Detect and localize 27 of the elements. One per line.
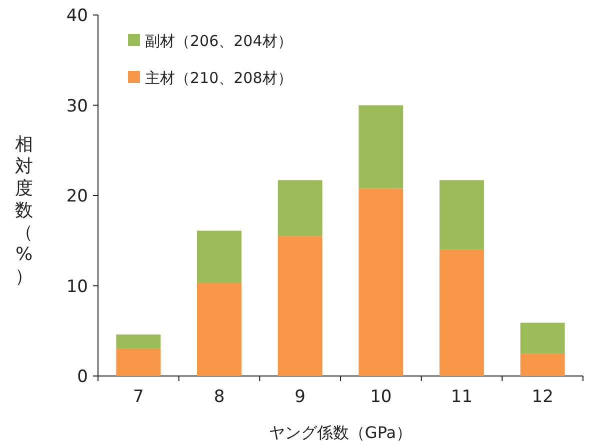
bar bbox=[278, 180, 322, 236]
x-tick-label: 12 bbox=[532, 387, 554, 407]
bar bbox=[440, 180, 484, 250]
legend-label: 主材（210、208材） bbox=[145, 69, 292, 87]
bar bbox=[520, 322, 565, 354]
bar bbox=[358, 105, 404, 188]
y-axis-title: 相対度数（%） bbox=[15, 134, 33, 287]
bar bbox=[116, 348, 161, 376]
y-tick-label: 10 bbox=[66, 276, 88, 297]
bar bbox=[278, 236, 322, 376]
y-tick-label: 20 bbox=[66, 186, 88, 206]
bar bbox=[197, 283, 242, 376]
bar bbox=[116, 334, 161, 349]
y-tick-label: 30 bbox=[66, 96, 88, 116]
bar bbox=[358, 188, 404, 376]
x-tick-label: 7 bbox=[133, 387, 144, 407]
legend-label: 副材（206、204材） bbox=[145, 32, 292, 50]
x-axis-title: ヤング係数（GPa） bbox=[268, 423, 412, 442]
bar bbox=[440, 250, 484, 376]
bar bbox=[197, 230, 242, 284]
bar bbox=[520, 353, 565, 376]
x-tick-label: 11 bbox=[450, 387, 473, 407]
x-tick-label: 10 bbox=[370, 387, 392, 407]
x-tick-label: 8 bbox=[214, 387, 225, 407]
y-tick-label: 0 bbox=[77, 367, 88, 387]
x-tick-label: 9 bbox=[294, 387, 306, 407]
y-tick-label: 40 bbox=[66, 6, 88, 26]
